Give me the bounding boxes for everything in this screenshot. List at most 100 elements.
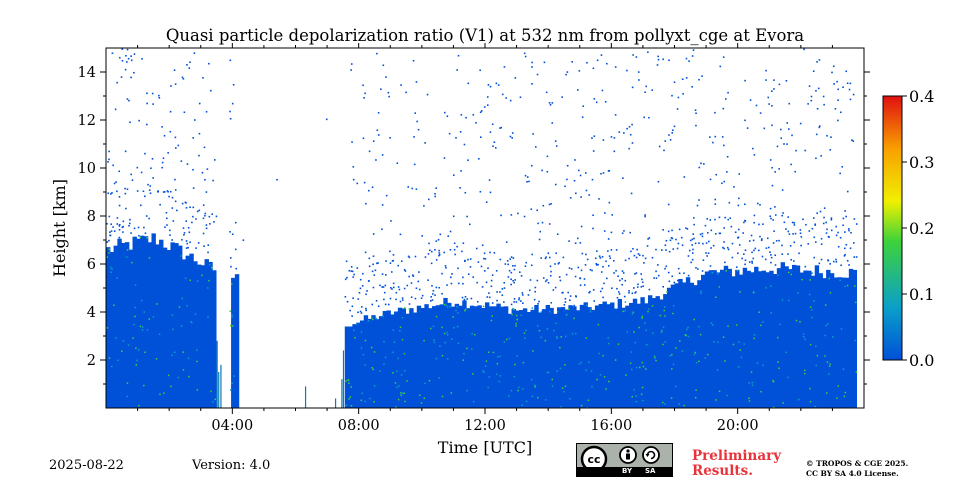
heatmap-pixel [404, 307, 406, 309]
heatmap-speckle [185, 206, 188, 209]
heatmap-speckle [385, 274, 387, 276]
heatmap-speckle [381, 154, 384, 156]
heatmap-speckle [181, 238, 183, 241]
heatmap-speckle [414, 297, 417, 300]
heatmap-speckle [150, 167, 152, 170]
heatmap-pixel [739, 349, 742, 351]
heatmap-pixel [809, 279, 811, 281]
heatmap-speckle [633, 254, 636, 257]
heatmap-pixel [553, 329, 555, 332]
heatmap-speckle [588, 291, 590, 294]
heatmap-pixel [635, 366, 638, 369]
heatmap-speckle [769, 215, 772, 218]
heatmap-speckle [365, 307, 367, 310]
heatmap-speckle [688, 60, 690, 62]
heatmap-speckle [727, 91, 729, 94]
heatmap-pixel [531, 307, 534, 309]
heatmap-pixel [354, 336, 356, 339]
heatmap-pixel [446, 306, 449, 308]
heatmap-speckle [807, 243, 810, 245]
heatmap-pixel [231, 382, 233, 384]
heatmap-pixel [663, 309, 665, 312]
heatmap-pixel [778, 323, 781, 326]
x-tick-label: 20:00 [717, 418, 759, 434]
heatmap-pixel [718, 286, 721, 288]
heatmap-column [742, 267, 748, 408]
heatmap-pixel [814, 405, 817, 408]
heatmap-pixel [513, 375, 516, 378]
heatmap-speckle [231, 233, 234, 236]
sa-share-alike-icon [642, 446, 660, 464]
heatmap-speckle [788, 233, 791, 235]
heatmap-speckle [564, 301, 567, 303]
heatmap-pixel [362, 353, 365, 356]
heatmap-pixel [466, 389, 468, 392]
heatmap-speckle [129, 121, 131, 124]
heatmap-speckle [493, 141, 496, 143]
heatmap-speckle [130, 232, 132, 234]
heatmap-speckle [207, 244, 210, 246]
heatmap-speckle [624, 279, 627, 282]
heatmap-speckle [820, 237, 823, 240]
heatmap-pixel [181, 297, 184, 300]
heatmap-pixel [144, 351, 146, 354]
heatmap-speckle [705, 242, 708, 244]
heatmap-pixel [826, 392, 828, 394]
heatmap-speckle [676, 108, 679, 110]
heatmap-speckle [401, 299, 404, 301]
heatmap-pixel [148, 318, 151, 320]
heatmap-speckle [169, 110, 172, 113]
heatmap-speckle [431, 285, 433, 287]
heatmap-speckle [416, 120, 418, 123]
heatmap-column [530, 309, 535, 408]
heatmap-speckle [818, 126, 821, 129]
heatmap-speckle [518, 298, 520, 301]
heatmap-column [663, 294, 668, 408]
heatmap-speckle [591, 137, 593, 139]
heatmap-pixel [396, 386, 398, 389]
heatmap-speckle [588, 194, 591, 196]
heatmap-speckle [501, 288, 504, 290]
heatmap-speckle [812, 70, 815, 72]
heatmap-speckle [698, 78, 700, 81]
heatmap-speckle [185, 247, 188, 249]
heatmap-pixel [651, 332, 654, 334]
heatmap-column [348, 326, 353, 408]
heatmap-pixel [693, 353, 696, 356]
heatmap-pixel [441, 395, 444, 398]
heatmap-speckle [690, 261, 692, 264]
heatmap-speckle [215, 215, 218, 218]
heatmap-speckle [126, 61, 128, 63]
heatmap-speckle [489, 191, 492, 194]
heatmap-speckle [743, 253, 745, 255]
heatmap-pixel [208, 279, 210, 282]
heatmap-speckle [438, 254, 440, 257]
heatmap-speckle [791, 134, 793, 137]
heatmap-speckle [616, 287, 618, 290]
heatmap-pixel [383, 363, 385, 366]
heatmap-speckle [648, 116, 650, 119]
heatmap-speckle [229, 59, 232, 62]
heatmap-pixel [638, 326, 640, 329]
heatmap-speckle [362, 137, 365, 140]
heatmap-column [818, 273, 823, 408]
heatmap-speckle [828, 236, 830, 238]
heatmap-speckle [350, 270, 353, 272]
heatmap-speckle [352, 297, 354, 300]
heatmap-speckle [580, 225, 583, 228]
heatmap-speckle [112, 164, 114, 167]
heatmap-speckle [174, 189, 177, 191]
heatmap-speckle [389, 250, 391, 253]
heatmap-speckle [583, 284, 586, 286]
heatmap-speckle [530, 164, 533, 167]
heatmap-speckle [169, 130, 172, 133]
heatmap-speckle [185, 240, 188, 242]
heatmap-speckle [136, 166, 139, 169]
heatmap-speckle [825, 232, 828, 234]
heatmap-speckle [756, 202, 759, 205]
heatmap-column [386, 310, 391, 408]
heatmap-speckle [206, 168, 209, 170]
heatmap-speckle [603, 230, 606, 232]
heatmap-pixel [139, 236, 141, 239]
heatmap-speckle [417, 128, 420, 131]
